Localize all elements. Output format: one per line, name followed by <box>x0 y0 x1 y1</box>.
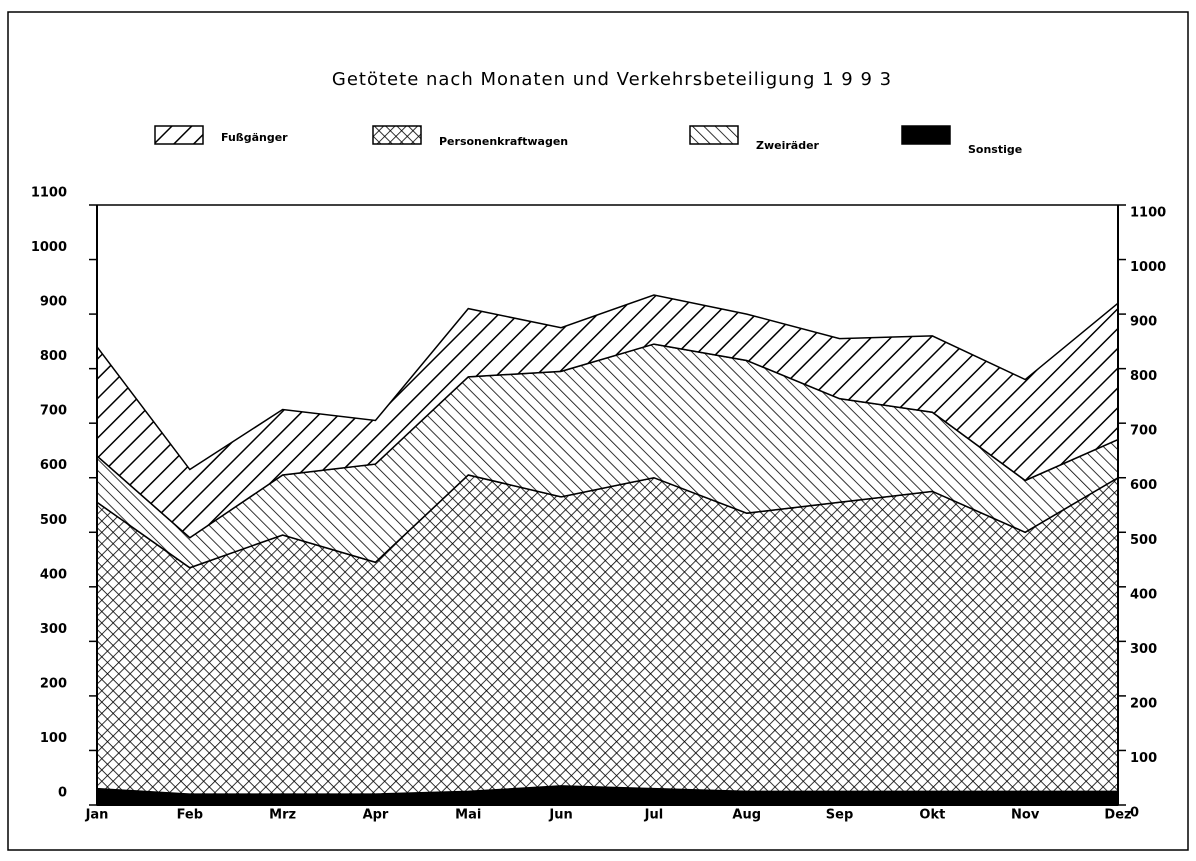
y-tick-label: 200 <box>40 676 67 691</box>
x-tick-label: Jul <box>644 808 664 823</box>
y-tick-label: 600 <box>40 458 67 473</box>
y-tick-label: 0 <box>58 786 67 801</box>
legend-swatch <box>372 125 422 145</box>
y-tick-label: 700 <box>40 404 67 419</box>
legend-swatch <box>154 125 204 145</box>
x-tick-label: Mai <box>455 808 481 823</box>
x-tick-label: Sep <box>826 808 854 823</box>
legend-label: Zweiräder <box>756 139 820 152</box>
x-tick-label: Jun <box>548 808 572 823</box>
y-tick-label: 900 <box>40 295 67 310</box>
legend-label: Personenkraftwagen <box>439 135 568 148</box>
y-tick-label: 300 <box>40 622 67 637</box>
y2-tick-label: 1100 <box>1130 206 1166 221</box>
y-tick-label: 1000 <box>31 240 67 255</box>
y2-tick-label: 1000 <box>1130 260 1166 275</box>
x-tick-label: Aug <box>732 808 761 823</box>
y2-tick-label: 900 <box>1130 315 1157 330</box>
y2-tick-label: 400 <box>1130 587 1157 602</box>
y2-tick-label: 500 <box>1130 533 1157 548</box>
y-tick-label: 100 <box>40 731 67 746</box>
frame <box>7 11 1189 851</box>
y-tick-label: 400 <box>40 567 67 582</box>
legend-label: Sonstige <box>968 143 1022 156</box>
y2-tick-label: 600 <box>1130 478 1157 493</box>
chart-title: Getötete nach Monaten und Verkehrsbeteil… <box>332 69 892 90</box>
legend-label: Fußgänger <box>221 131 288 144</box>
y2-tick-label: 100 <box>1130 751 1157 766</box>
y2-tick-label: 300 <box>1130 642 1157 657</box>
y2-tick-label: 200 <box>1130 696 1157 711</box>
x-tick-label: Mrz <box>269 808 296 823</box>
x-tick-label: Feb <box>177 808 203 823</box>
x-tick-label: Apr <box>363 808 389 823</box>
y-tick-label: 1100 <box>31 186 67 201</box>
y2-tick-label: 700 <box>1130 424 1157 439</box>
x-tick-label: Nov <box>1011 808 1040 823</box>
legend-swatch <box>689 125 739 145</box>
y2-tick-label: 0 <box>1130 806 1139 821</box>
x-tick-label: Jan <box>85 808 109 823</box>
y2-tick-label: 800 <box>1130 369 1157 384</box>
y-tick-label: 500 <box>40 513 67 528</box>
legend-swatch <box>901 125 951 145</box>
x-tick-label: Okt <box>919 808 945 823</box>
y-tick-label: 800 <box>40 349 67 364</box>
x-tick-label: Dez <box>1104 808 1131 823</box>
